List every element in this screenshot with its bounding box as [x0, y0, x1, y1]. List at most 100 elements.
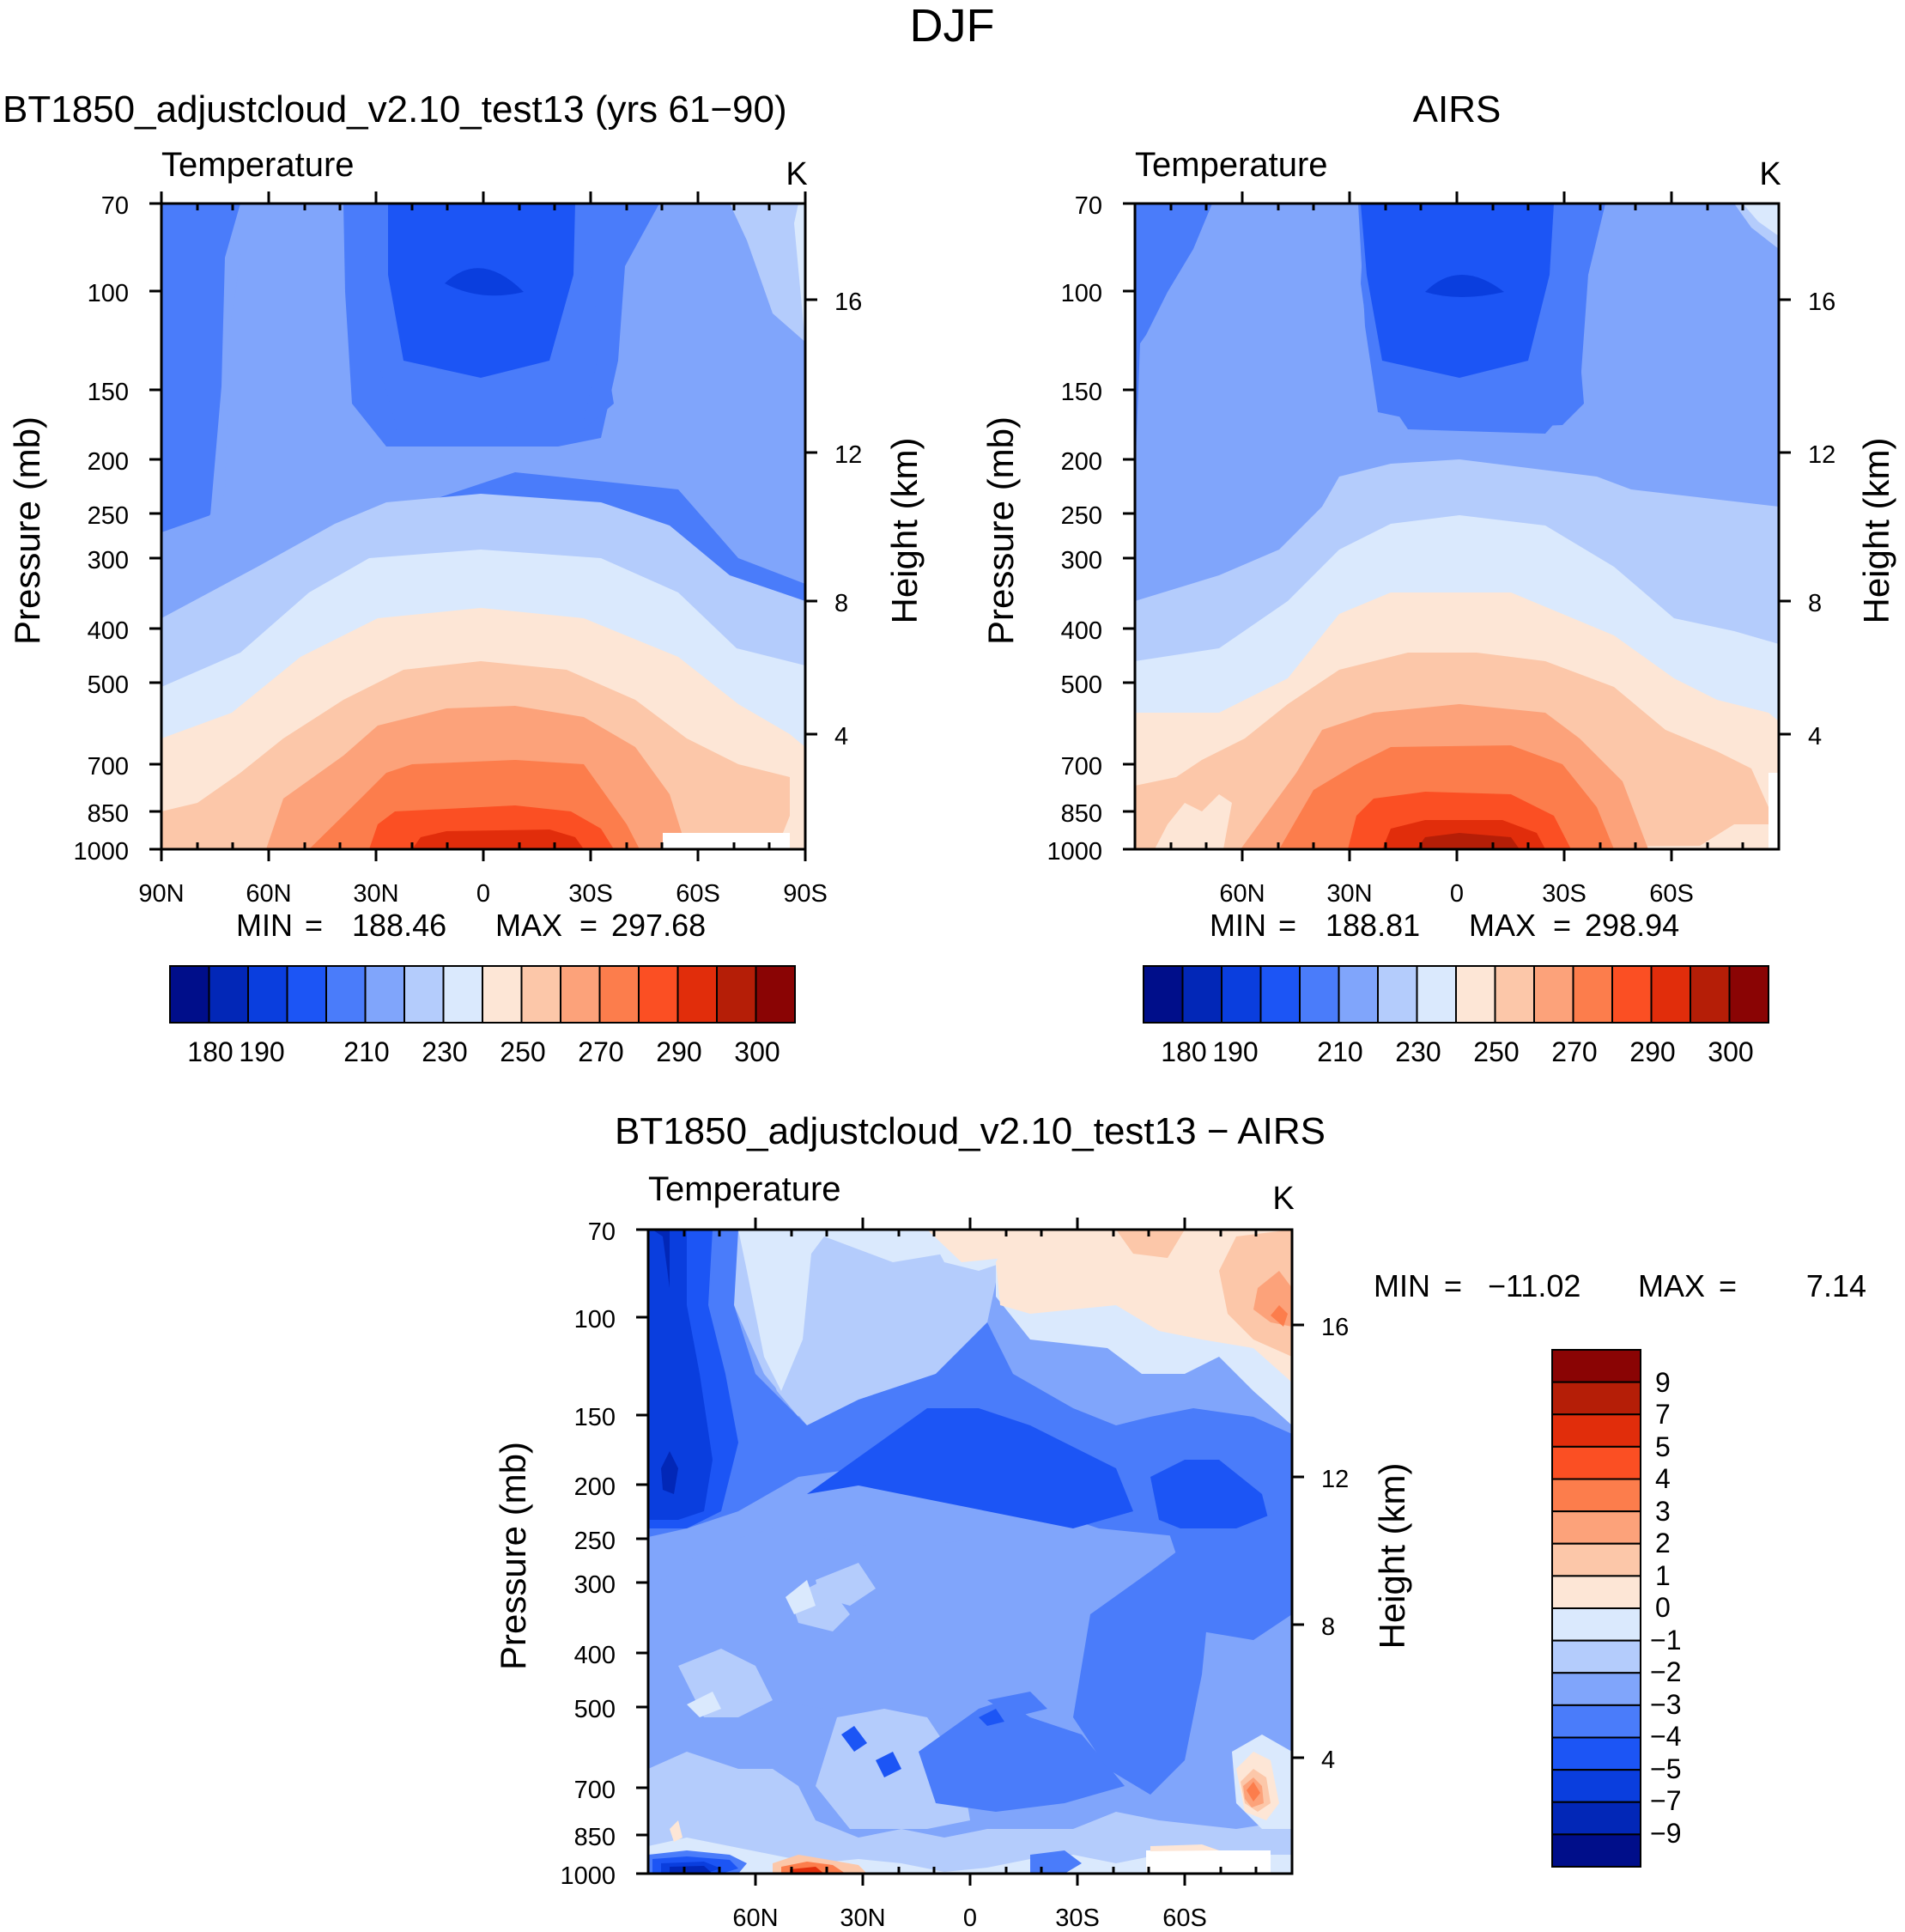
- colorbar-swatch: [1728, 965, 1769, 1024]
- subtitle-left: Temperature: [1135, 146, 1328, 184]
- colorbar-swatch: [1551, 1349, 1641, 1383]
- x-tick-label: 30N: [353, 880, 398, 908]
- stats-line: MIN = 188.46 MAX = 297.68: [236, 908, 706, 943]
- max-value: 7.14: [1806, 1268, 1866, 1303]
- colorbar-swatch: [1572, 965, 1613, 1024]
- colorbar-label: 250: [500, 1036, 545, 1067]
- y-tick-label: 100: [88, 280, 129, 307]
- colorbar-labels: 9 7 5 4 3 2 1 0 −1 −2 −3 −4 −5 −7 −9: [1650, 1367, 1681, 1849]
- colorbar-swatch: [1416, 965, 1457, 1024]
- colorbar-labels: 180 190 210 230 250 270 290 300: [1161, 1036, 1753, 1067]
- y-tick-label: 850: [574, 1824, 616, 1851]
- colorbar-swatch: [1299, 965, 1340, 1024]
- y-tick-label: 500: [88, 671, 129, 699]
- colorbar-swatch: [520, 965, 561, 1024]
- colorbar-label: 7: [1655, 1399, 1671, 1430]
- equals-sign: =: [1553, 908, 1571, 943]
- panel-difference: BT1850_adjustcloud_v2.10_test13 − AIRS T…: [493, 1110, 1866, 1932]
- colorbar: [1551, 1349, 1641, 1868]
- height-tick-label: 16: [834, 289, 862, 316]
- y-tick-label: 400: [574, 1642, 616, 1669]
- height-tick-label: 12: [1321, 1466, 1349, 1493]
- colorbar-swatch: [442, 965, 483, 1024]
- colorbar-swatch: [403, 965, 445, 1024]
- colorbar-label: 190: [239, 1036, 284, 1067]
- colorbar-label: 210: [1317, 1036, 1362, 1067]
- height-tick-label: 8: [1808, 590, 1822, 617]
- y-tick-label: 250: [574, 1528, 616, 1555]
- colorbar-swatch: [364, 965, 405, 1024]
- x-tick-label: 30S: [1055, 1905, 1100, 1932]
- height-tick-label: 4: [1808, 723, 1822, 750]
- y-tick-label: 70: [101, 192, 129, 220]
- height-tick-label: 4: [1321, 1747, 1335, 1774]
- colorbar-label: 180: [1161, 1036, 1206, 1067]
- y-tick-labels: 70 100 150 200 250 300 400 500 700 850 1…: [1047, 192, 1102, 866]
- colorbar-label: 9: [1655, 1367, 1671, 1398]
- y-tick-label: 150: [88, 379, 129, 406]
- equals-sign: =: [1444, 1268, 1462, 1303]
- colorbar-label: −3: [1650, 1689, 1681, 1720]
- colorbar-label: −5: [1650, 1753, 1681, 1784]
- colorbar-label: 1: [1655, 1560, 1671, 1591]
- colorbar-label: 290: [1629, 1036, 1675, 1067]
- x-tick-label: 0: [963, 1905, 977, 1932]
- colorbar-swatch: [1551, 1736, 1641, 1771]
- y-tick-labels: 70 100 150 200 250 300 400 500 700 850 1…: [73, 192, 129, 866]
- colorbar-swatch: [1259, 965, 1301, 1024]
- y-axis-label: Pressure (mb): [7, 416, 47, 645]
- y-right-tick-labels: 16 12 8 4: [1808, 289, 1835, 750]
- colorbar-label: 190: [1212, 1036, 1258, 1067]
- y-tick-label: 700: [88, 753, 129, 781]
- min-label: MIN: [236, 908, 293, 943]
- colorbar-swatch: [1551, 1607, 1641, 1642]
- y-right-tick-labels: 16 12 8 4: [1321, 1314, 1349, 1774]
- colorbar-swatch: [716, 965, 757, 1024]
- colorbar-swatch: [1143, 965, 1184, 1024]
- max-label: MAX: [1469, 908, 1536, 943]
- colorbar-label: 230: [1395, 1036, 1441, 1067]
- colorbar-swatch: [1181, 965, 1222, 1024]
- colorbar-label: −2: [1650, 1656, 1681, 1687]
- colorbar-swatch: [1533, 965, 1574, 1024]
- colorbar-swatch: [598, 965, 640, 1024]
- y-tick-label: 100: [1061, 280, 1102, 307]
- max-label: MAX: [1638, 1268, 1705, 1303]
- y-right-tick-labels: 16 12 8 4: [834, 289, 862, 750]
- colorbar-swatch: [1551, 1510, 1641, 1545]
- height-tick-label: 16: [1321, 1314, 1349, 1341]
- x-tick-labels: 60N 30N 0 30S 60S: [732, 1905, 1206, 1932]
- stats-line: MIN = 188.81 MAX = 298.94: [1210, 908, 1679, 943]
- panel-model: BT1850_adjustcloud_v2.10_test13 (yrs 61−…: [3, 88, 925, 1067]
- units-label: K: [1759, 156, 1781, 192]
- y-tick-label: 700: [574, 1777, 616, 1804]
- height-tick-label: 8: [834, 590, 848, 617]
- colorbar-label: 180: [187, 1036, 233, 1067]
- colorbar-labels: 180 190 210 230 250 270 290 300: [187, 1036, 780, 1067]
- colorbar-swatch: [1551, 1769, 1641, 1803]
- height-tick-label: 12: [834, 441, 862, 469]
- colorbar-swatch: [1551, 1478, 1641, 1513]
- y-tick-label: 400: [1061, 617, 1102, 645]
- colorbar-swatch: [1494, 965, 1535, 1024]
- max-value: 297.68: [611, 908, 706, 943]
- colorbar-label: −7: [1650, 1785, 1681, 1816]
- y-tick-label: 200: [574, 1473, 616, 1501]
- y-tick-label: 1000: [73, 838, 129, 866]
- x-tick-label: 60S: [1162, 1905, 1207, 1932]
- max-label: MAX: [495, 908, 562, 943]
- equals-sign: =: [1278, 908, 1296, 943]
- y-tick-label: 300: [1061, 547, 1102, 574]
- colorbar-label: 5: [1655, 1431, 1671, 1462]
- y-tick-label: 250: [88, 502, 129, 530]
- colorbar-label: 270: [578, 1036, 623, 1067]
- panel-title: BT1850_adjustcloud_v2.10_test13 − AIRS: [615, 1110, 1326, 1152]
- subtitle-left: Temperature: [161, 146, 355, 184]
- colorbar-label: 210: [343, 1036, 389, 1067]
- axis-ticks: [1123, 191, 1791, 861]
- colorbar-swatch: [286, 965, 327, 1024]
- height-tick-label: 16: [1808, 289, 1835, 316]
- colorbar-swatch: [1611, 965, 1653, 1024]
- x-tick-label: 30S: [1542, 880, 1586, 908]
- panel-title: BT1850_adjustcloud_v2.10_test13 (yrs 61−…: [3, 88, 787, 131]
